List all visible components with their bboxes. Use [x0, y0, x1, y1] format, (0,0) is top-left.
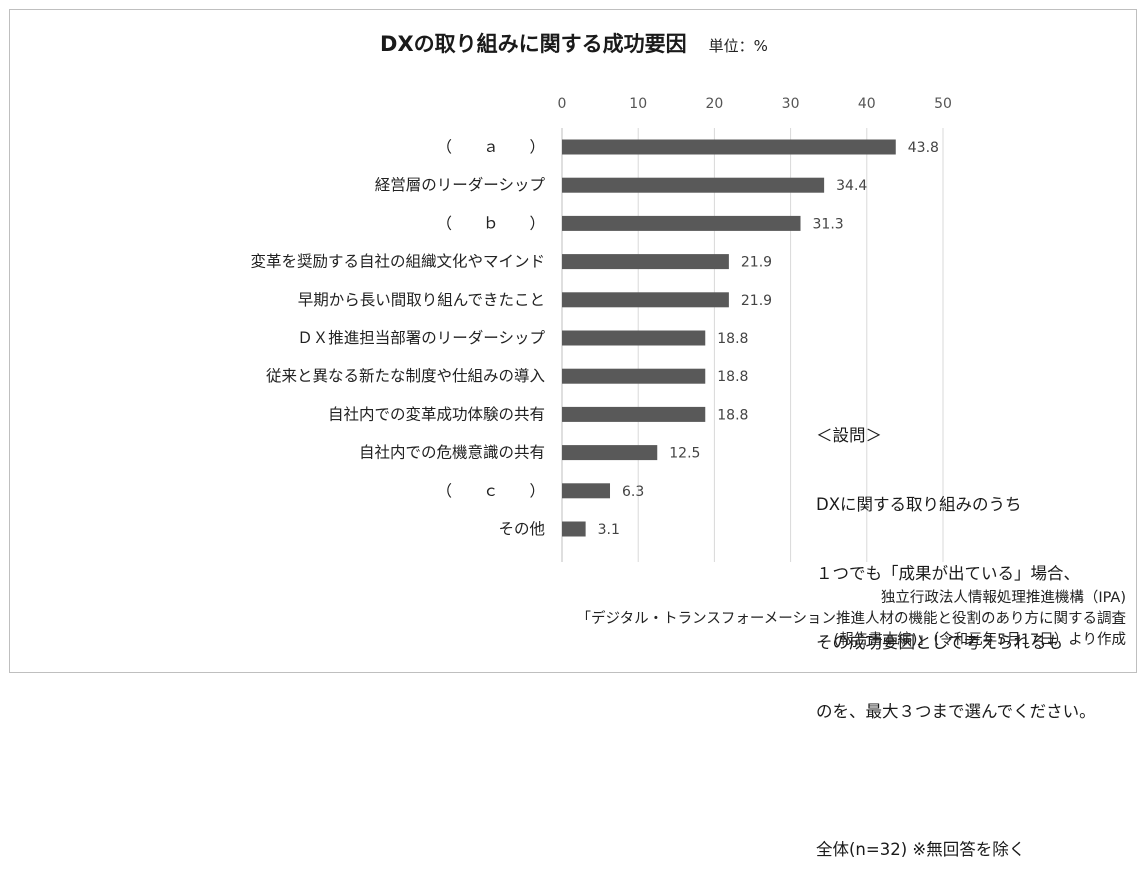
- note-line: １つでも「成果が出ている」場合、: [816, 564, 1080, 583]
- data-label: 31.3: [813, 216, 844, 232]
- category-label: （ ｃ ）: [436, 482, 545, 500]
- note-respondents: 全体(n=32) ※無回答を除く: [816, 840, 1026, 859]
- chart-title: DXの取り組みに関する成功要因: [380, 32, 687, 56]
- bar: [562, 483, 611, 499]
- category-label: 変革を奨励する自社の組織文化やマインド: [250, 253, 545, 271]
- data-label: 34.4: [836, 178, 867, 194]
- bars: [562, 139, 896, 537]
- data-label: 3.1: [598, 522, 620, 538]
- x-tick-label: 40: [858, 96, 876, 112]
- data-label: 18.8: [717, 369, 748, 385]
- note-line: その成功要因として考えられるも: [816, 633, 1064, 652]
- bar-chart: 0 10 20 30 40 50 （ ａ ） 経営層のリーダーシップ （ ｂ ） 変革を奨励する…: [250, 96, 952, 562]
- note-line: のを、最大３つまで選んでください。: [816, 702, 1096, 721]
- bar: [562, 177, 825, 193]
- note-line: DXに関する取り組みのうち: [816, 495, 1022, 514]
- bar: [562, 254, 729, 270]
- category-labels: （ ａ ） 経営層のリーダーシップ （ ｂ ） 変革を奨励する自社の組織文化やマインド…: [250, 138, 545, 538]
- bar: [562, 406, 706, 422]
- source-credit: 独立行政法人情報処理推進機構（IPA) 「デジタル・トランスフォーメーション推進…: [576, 588, 1126, 651]
- category-label: 自社内での変革成功体験の共有: [328, 405, 545, 423]
- category-label: （ ｂ ）: [436, 214, 545, 232]
- bar: [562, 445, 658, 461]
- category-label: 早期から長い間取り組んできたこと: [298, 291, 545, 309]
- unit-label: 単位：%: [708, 37, 768, 55]
- data-label: 21.9: [741, 255, 772, 271]
- x-tick-label: 30: [782, 96, 800, 112]
- chart-header: DXの取り組みに関する成功要因 単位：%: [0, 28, 1148, 58]
- x-tick-label: 20: [705, 96, 723, 112]
- source-line: 「デジタル・トランスフォーメーション推進人材の機能と役割のあり方に関する調査: [576, 611, 1126, 627]
- data-labels: 43.8 34.4 31.3 21.9 21.9 18.8 18.8 18.8 12.5 6.3 3…: [598, 140, 939, 538]
- data-label: 18.8: [717, 331, 748, 347]
- note-heading: ＜設問＞: [816, 426, 882, 445]
- category-label: その他: [498, 520, 545, 538]
- bar: [562, 330, 706, 346]
- data-label: 12.5: [669, 446, 700, 462]
- category-label: ＤＸ推進担当部署のリーダーシップ: [297, 329, 545, 347]
- x-tick-label: 10: [629, 96, 647, 112]
- bar: [562, 292, 729, 308]
- data-label: 6.3: [622, 484, 644, 500]
- bar: [562, 139, 896, 155]
- category-label: （ ａ ）: [436, 138, 545, 156]
- x-tick-label: 0: [558, 96, 567, 112]
- source-line: 独立行政法人情報処理推進機構（IPA): [880, 590, 1126, 606]
- category-label: 従来と異なる新たな制度や仕組みの導入: [266, 367, 545, 385]
- category-label: 自社内での危機意識の共有: [359, 443, 545, 462]
- source-line: (報告書本編)」（令和元年5月17日）より作成: [833, 632, 1126, 648]
- x-axis-ticks: 0 10 20 30 40 50: [558, 96, 952, 112]
- bar: [562, 215, 801, 231]
- data-label: 21.9: [741, 293, 772, 309]
- note-gap: [816, 769, 1096, 792]
- bar: [562, 368, 706, 384]
- x-tick-label: 50: [934, 96, 952, 112]
- data-label: 43.8: [908, 140, 939, 156]
- data-label: 18.8: [717, 407, 748, 423]
- category-label: 経営層のリーダーシップ: [375, 176, 546, 194]
- bar: [562, 521, 586, 537]
